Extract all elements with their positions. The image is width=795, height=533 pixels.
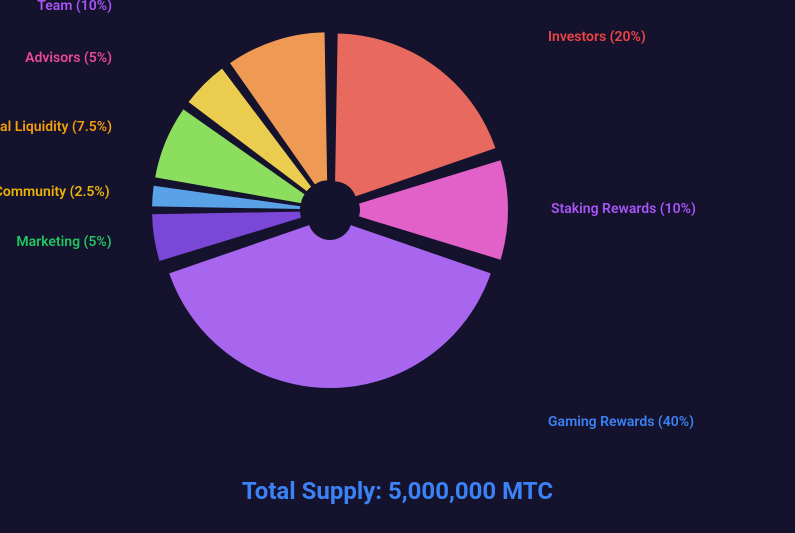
pie-slice [169, 225, 490, 388]
leader-line [330, 388, 540, 423]
leader-line [118, 193, 153, 196]
total-supply-text: Total Supply: 5,000,000 MTC [0, 477, 795, 505]
token-distribution-chart: Total Supply: 5,000,000 MTC Investors (2… [0, 0, 795, 533]
leader-line [120, 59, 204, 84]
leader-line [120, 238, 155, 243]
leader-line [120, 7, 275, 40]
pie-svg [0, 0, 795, 533]
leader-line [120, 128, 166, 141]
leader-line [435, 38, 540, 66]
center-hole [307, 187, 353, 233]
